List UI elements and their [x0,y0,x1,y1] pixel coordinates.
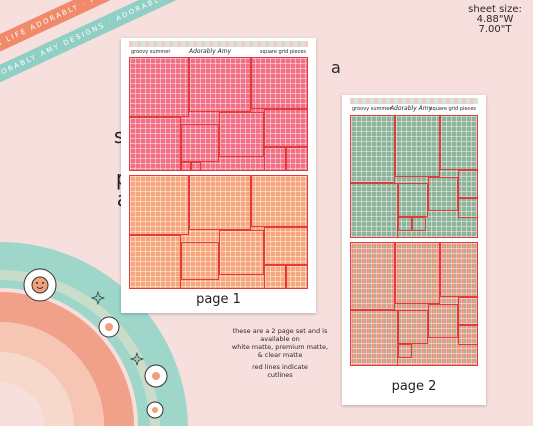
sheet-size-width: 4.88"W [476,14,514,25]
cutline [350,183,398,238]
sparkle-icon [129,351,145,367]
sparkle-icon [90,290,106,306]
sheet-title-bar: groovy summer Adorably Amy square grid p… [129,47,308,56]
flower-icon [146,401,164,419]
sheet-size-label: sheet size: [468,4,522,15]
page-1-label: page 1 [196,292,241,307]
cutline [395,242,440,304]
availability-note: these are a 2 page set and is available … [210,327,350,379]
cutline [251,57,308,109]
cutline [350,115,395,183]
cutline [398,183,428,217]
cutline [428,304,458,338]
cutline [440,115,478,170]
cutline [181,124,219,162]
cutline [191,162,201,171]
note-line-2: available on [260,335,300,343]
sheet-header-left: groovy summer [352,106,392,112]
cutline [264,227,308,265]
variant-letter: a [331,58,341,77]
cutline [219,230,264,275]
note-line-1: these are a 2 page set and is [232,327,328,335]
sheet-header-right: square grid pieces [429,106,476,112]
cutline [398,217,412,231]
cutline [219,112,264,157]
cutline [350,242,395,310]
note-line-4: & clear matte [257,351,303,359]
sticker-sheet-page-2: groovy summer Adorably Amy square grid p… [342,95,486,405]
cutline [458,325,478,345]
sheet-size-info: sheet size: 4.88"W 7.00"T [465,5,525,35]
cutline [129,175,189,235]
cutline [129,57,189,117]
cutline [458,198,478,218]
sheet-header-left: groovy summer [131,49,171,55]
rainbow-illustration [0,242,188,426]
sheet-header [129,41,308,47]
cutline [264,147,286,171]
cutline [440,242,478,297]
cutline [412,217,426,231]
smiley-flower-icon [23,268,57,302]
page-2-label: page 2 [391,379,437,394]
sheet-title-bar: groovy summer Adorably Amy square grid p… [350,104,478,113]
sheet-header-right: square grid pieces [259,49,306,55]
cutline [458,297,478,325]
sheet-header-center: Adorably Amy [189,48,232,55]
cutline [181,162,191,171]
cutline [251,175,308,227]
cutline [189,57,251,112]
cutline [398,310,428,344]
note-line-6: cutlines [267,371,293,379]
sheet-header [350,98,478,104]
sheet-header-center: Adorably Amy [390,105,433,112]
cutline [129,117,181,171]
note-line-3: white matte, premium matte, [231,343,329,351]
note-line-5: red lines indicate [252,363,308,371]
flower-icon [144,364,168,388]
cutline [428,177,458,211]
cutline [286,147,308,171]
cutline [398,344,412,358]
sheet-size-height: 7.00"T [478,24,512,35]
cutline [264,265,286,289]
cutline [181,242,219,280]
cutline [129,235,181,289]
cutline [458,170,478,198]
cutline [350,310,398,366]
cutline [264,109,308,147]
cutline [189,175,251,230]
flower-icon [98,316,120,338]
cutline [286,265,308,289]
cutline [395,115,440,177]
sticker-sheet-page-1: groovy summer Adorably Amy square grid p… [121,38,316,313]
